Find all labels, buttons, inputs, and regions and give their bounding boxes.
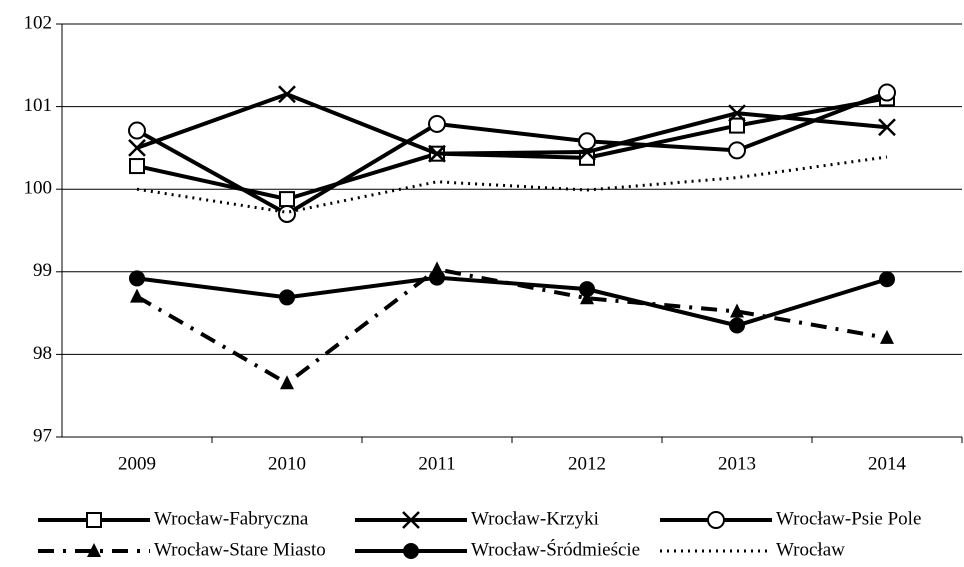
marker: [707, 511, 725, 529]
legend-item: Wrocław-Stare Miasto: [38, 539, 326, 560]
marker: [730, 303, 744, 318]
marker: [278, 204, 296, 223]
marker: [86, 512, 102, 528]
legend-item: Wrocław-Krzyki: [355, 508, 599, 529]
marker: [878, 83, 896, 102]
marker: [87, 543, 101, 557]
legend-item: Wrocław: [660, 539, 845, 560]
series-line: [135, 267, 888, 386]
marker: [279, 289, 295, 306]
marker: [278, 85, 296, 104]
x-tick-label: 2014: [868, 453, 907, 474]
marker: [280, 375, 294, 390]
marker: [429, 269, 445, 286]
marker: [729, 117, 745, 134]
y-tick-label: 101: [24, 95, 53, 116]
y-tick-label: 102: [24, 12, 53, 33]
marker: [129, 270, 145, 287]
marker: [879, 271, 895, 288]
marker: [129, 158, 145, 175]
marker: [402, 511, 420, 529]
legend-label: Wrocław-Śródmieście: [471, 538, 640, 560]
legend-label: Wrocław-Psie Pole: [776, 508, 921, 529]
y-tick-label: 100: [24, 178, 53, 199]
series-line: [136, 155, 888, 214]
x-tick-label: 2011: [418, 453, 455, 474]
legend-label: Wrocław: [776, 539, 845, 560]
legend-label: Wrocław-Fabryczna: [154, 508, 309, 529]
marker: [728, 141, 746, 160]
x-tick-label: 2010: [268, 453, 306, 474]
legend-item: Wrocław-Śródmieście: [355, 538, 640, 560]
marker: [128, 139, 146, 157]
marker: [403, 543, 419, 559]
x-tick-label: 2013: [718, 453, 756, 474]
x-tick-label: 2009: [118, 453, 156, 474]
series-line: [136, 92, 888, 156]
marker: [279, 191, 295, 208]
marker: [579, 281, 595, 298]
y-tick-label: 99: [33, 260, 52, 281]
series-line: [136, 96, 888, 202]
marker: [128, 121, 146, 140]
y-tick-label: 97: [33, 425, 52, 446]
series-line: [136, 90, 888, 217]
legend-label: Wrocław-Stare Miasto: [154, 539, 326, 560]
marker: [428, 114, 446, 133]
marker: [428, 144, 446, 163]
x-tick-label: 2012: [568, 453, 606, 474]
legend-item: Wrocław-Psie Pole: [660, 508, 921, 529]
marker: [728, 104, 746, 123]
marker: [878, 118, 896, 137]
marker: [578, 132, 596, 151]
legend-item: Wrocław-Fabryczna: [38, 508, 309, 529]
marker: [880, 329, 894, 344]
y-tick-label: 98: [33, 343, 52, 364]
marker: [130, 288, 144, 303]
marker: [729, 317, 745, 334]
series-line: [136, 275, 888, 328]
legend-label: Wrocław-Krzyki: [471, 508, 599, 529]
marker: [580, 290, 594, 305]
